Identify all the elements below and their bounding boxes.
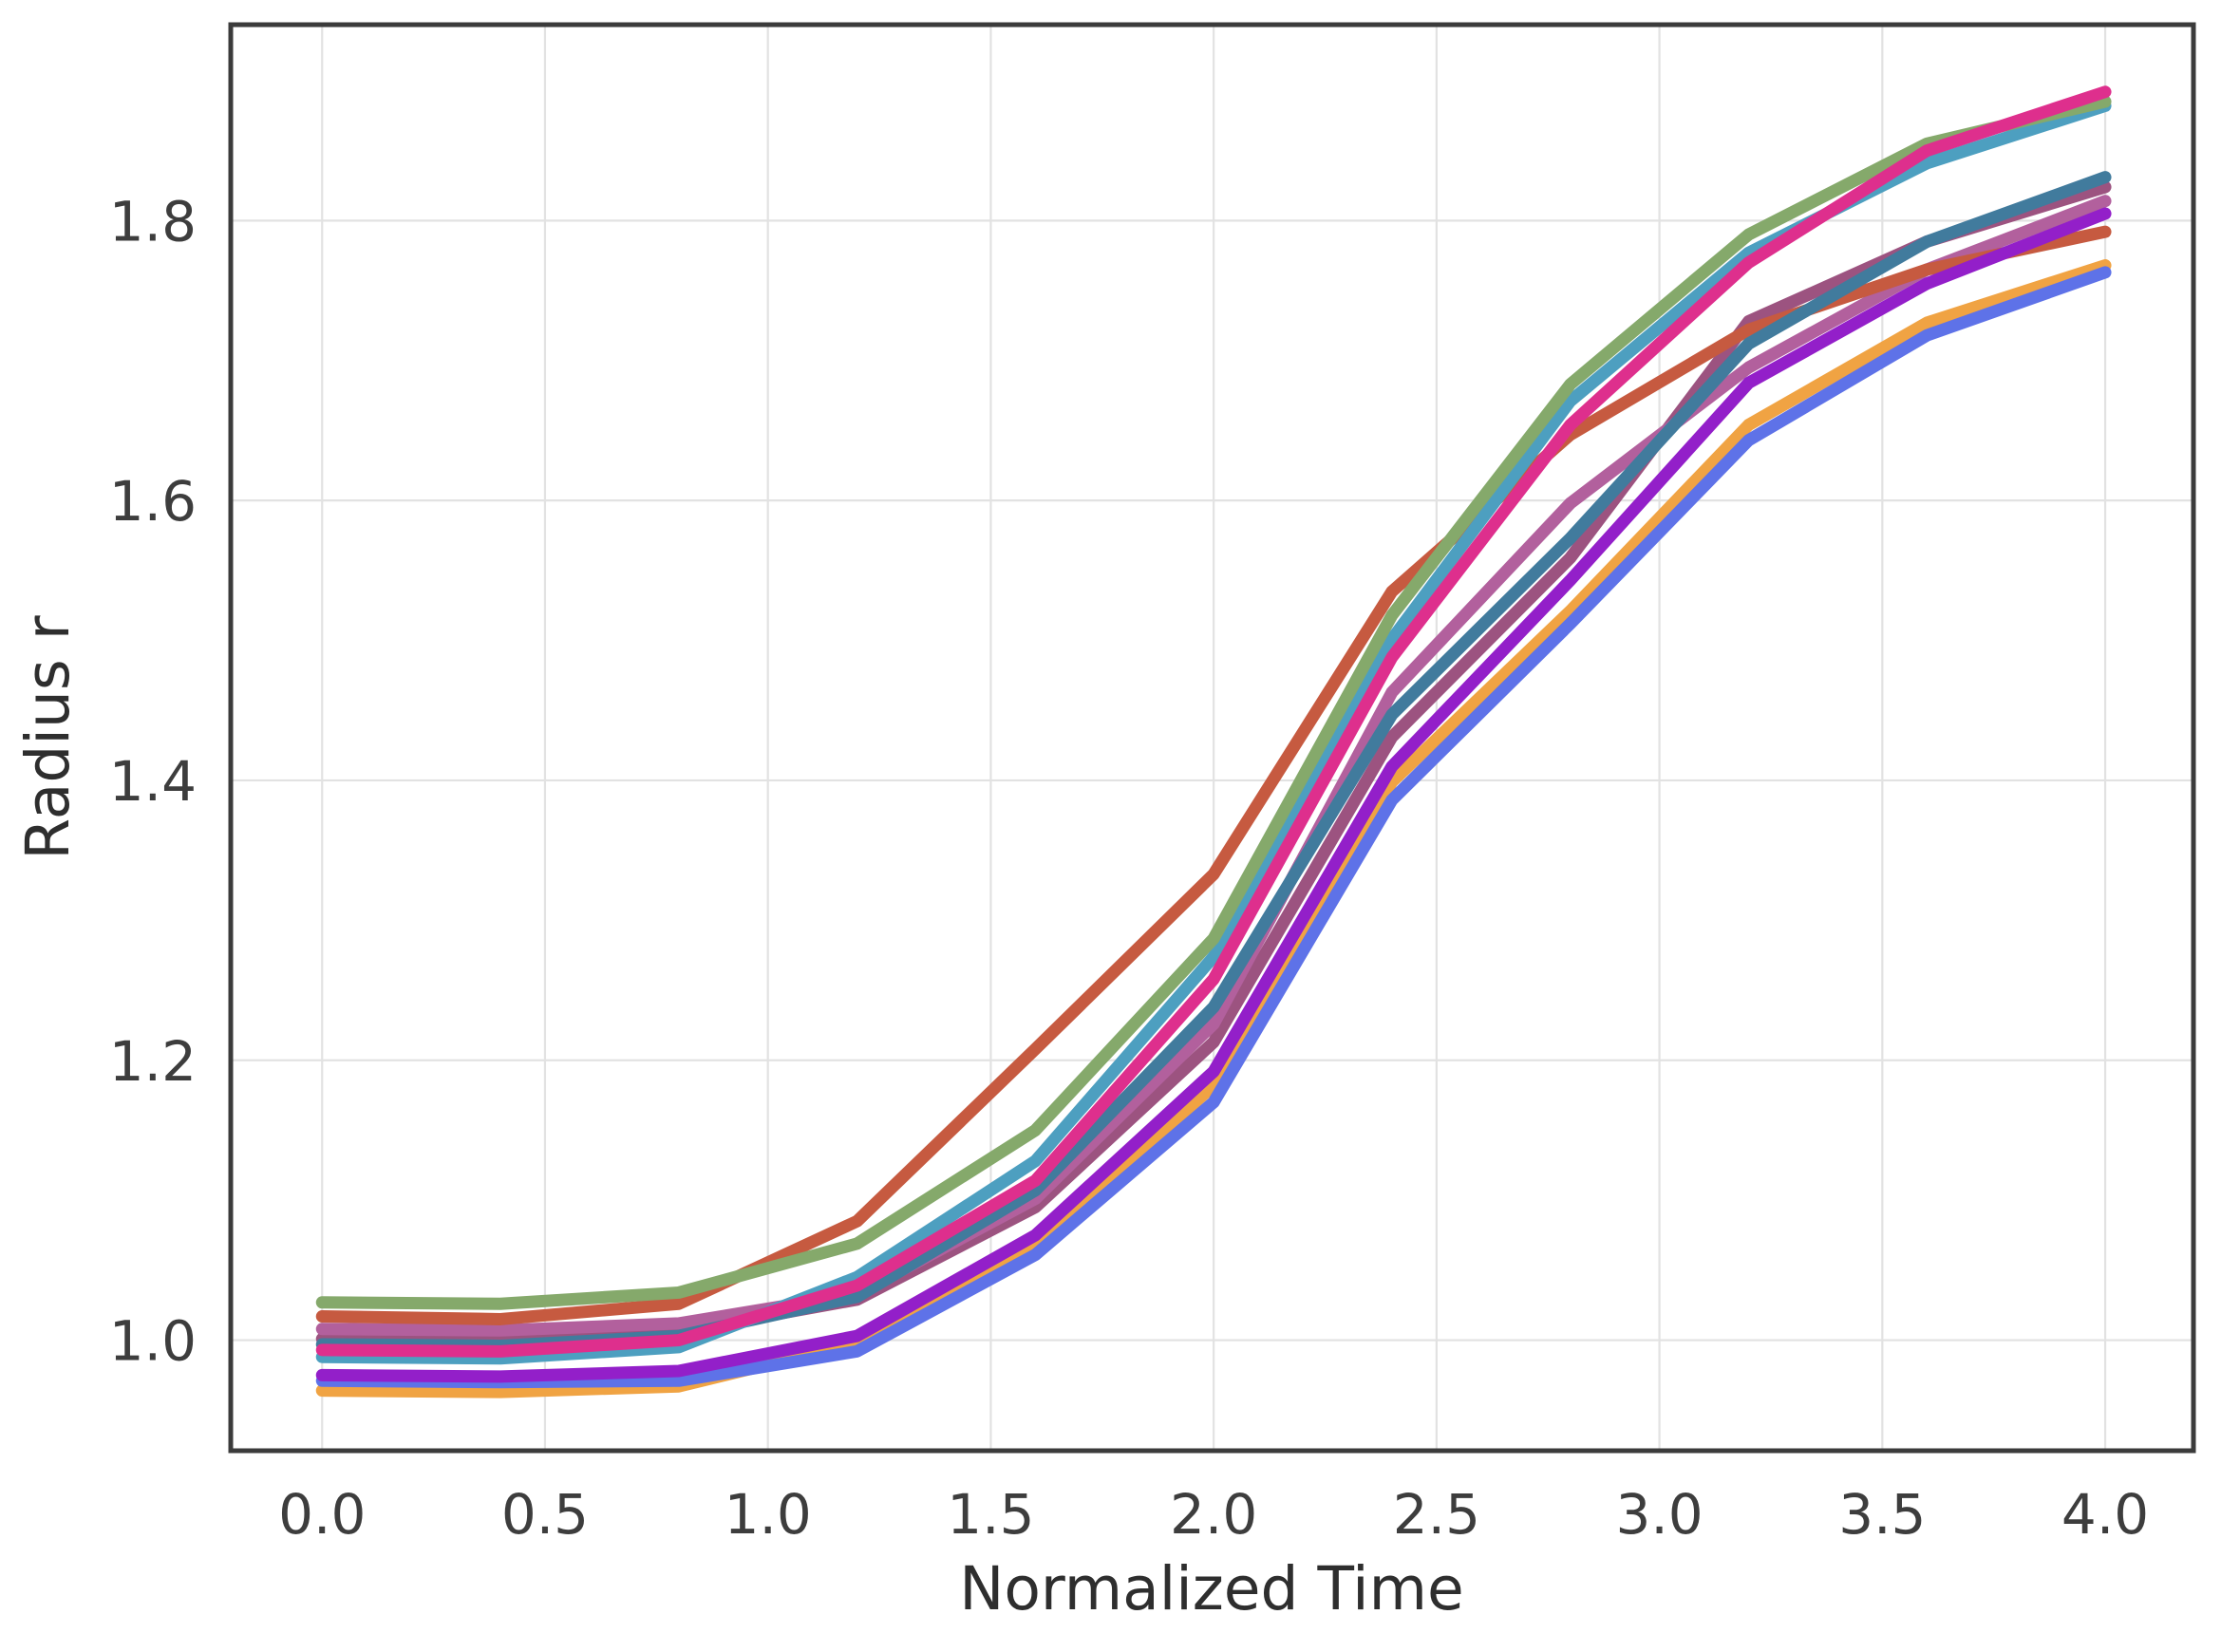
series-line-magenta <box>315 85 2112 1358</box>
x-tick-label: 3.5 <box>1838 1482 1926 1547</box>
y-tick-label: 1.8 <box>109 189 197 253</box>
series-line-amber <box>315 259 2112 1399</box>
x-tick-labels: 0.0 0.5 1.0 1.5 2.0 2.5 3.0 3.5 4.0 <box>278 1482 2149 1547</box>
series-line-cornflower-blue <box>315 266 2112 1389</box>
x-tick-label: 2.5 <box>1393 1482 1480 1547</box>
x-tick-label: 0.5 <box>501 1482 589 1547</box>
y-tick-label: 1.6 <box>109 469 197 534</box>
x-tick-label: 1.0 <box>725 1482 812 1547</box>
x-tick-label: 1.5 <box>947 1482 1034 1547</box>
series-line-green <box>315 95 2112 1310</box>
axes-spines <box>228 22 2196 1454</box>
series-line-violet <box>315 207 2112 1383</box>
x-tick-label: 3.0 <box>1615 1482 1703 1547</box>
y-tick-label: 1.4 <box>109 749 197 814</box>
gridlines <box>231 25 2193 1451</box>
x-tick-label: 0.0 <box>278 1482 366 1547</box>
x-axis-label: Normalized Time <box>959 1554 1463 1624</box>
y-tick-label: 1.0 <box>109 1309 197 1374</box>
y-axis-label: Radius r <box>13 615 83 859</box>
series-lines <box>315 85 2112 1399</box>
x-tick-label: 4.0 <box>2061 1482 2149 1547</box>
series-line-rose-mauve <box>315 195 2112 1337</box>
y-tick-label: 1.2 <box>109 1029 197 1094</box>
x-tick-label: 2.0 <box>1170 1482 1257 1547</box>
y-tick-labels: 1.0 1.2 1.4 1.6 1.8 <box>109 189 197 1373</box>
